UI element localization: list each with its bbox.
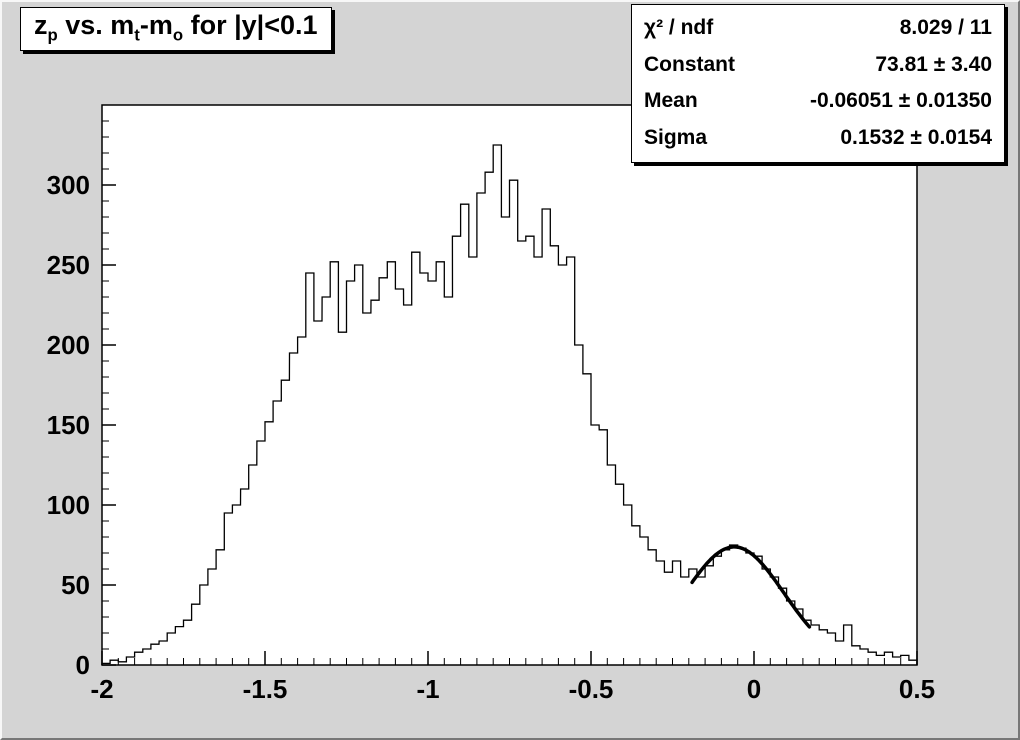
x-tick-label: -1: [416, 674, 439, 704]
y-tick-label: 50: [61, 570, 90, 600]
y-tick-label: 300: [47, 170, 90, 200]
stat-row-mean: Mean -0.06051 ± 0.01350: [632, 83, 1004, 120]
title-part: z: [34, 10, 48, 40]
x-tick-label: 0.5: [899, 674, 935, 704]
stat-label: Constant: [644, 52, 735, 76]
title-part: for |y|<0.1: [183, 10, 318, 40]
x-tick-label: -1.5: [243, 674, 288, 704]
fit-stats-box: χ² / ndf 8.029 / 11 Constant 73.81 ± 3.4…: [631, 4, 1005, 164]
x-tick-label: -0.5: [569, 674, 614, 704]
stat-row-constant: Constant 73.81 ± 3.40: [632, 47, 1004, 84]
title-subscript: t: [134, 25, 140, 45]
x-tick-label: -2: [90, 674, 113, 704]
title-part: -m: [139, 10, 173, 40]
stat-row-sigma: Sigma 0.1532 ± 0.0154: [632, 120, 1004, 157]
y-tick-label: 150: [47, 410, 90, 440]
y-tick-label: 250: [47, 250, 90, 280]
y-tick-label: 100: [47, 490, 90, 520]
stat-value: 73.81 ± 3.40: [875, 52, 992, 76]
x-tick-label: 0: [747, 674, 761, 704]
stat-label: Mean: [644, 89, 698, 113]
histogram-title: zp vs. mt-mo for |y|<0.1: [20, 7, 332, 52]
y-tick-label: 200: [47, 330, 90, 360]
plot-frame: [101, 104, 918, 666]
title-subscript: p: [47, 25, 58, 45]
stat-row-chi2: χ² / ndf 8.029 / 11: [632, 10, 1004, 47]
stat-value: 0.1532 ± 0.0154: [840, 125, 992, 149]
stat-value: 8.029 / 11: [899, 16, 992, 39]
stat-value: -0.06051 ± 0.01350: [809, 89, 992, 113]
stat-label: χ² / ndf: [644, 16, 714, 39]
title-subscript: o: [172, 25, 184, 45]
stat-label: Sigma: [644, 125, 708, 149]
gaussian-fit-curve: [690, 545, 812, 629]
y-tick-label: 0: [76, 650, 90, 680]
title-part: vs. m: [57, 10, 135, 40]
